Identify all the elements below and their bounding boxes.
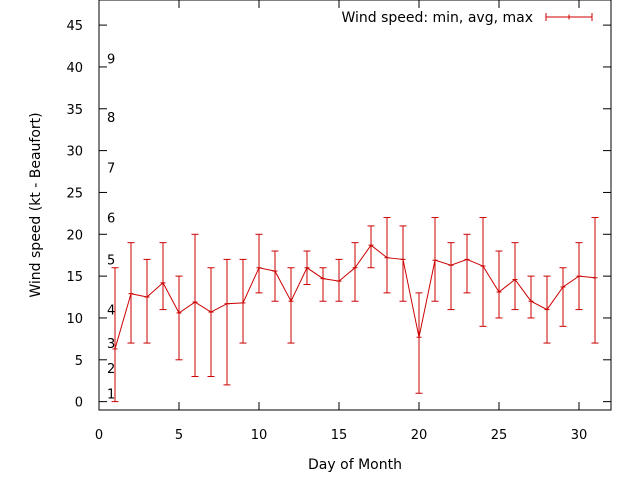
x-tick-label: 5 [175, 428, 183, 443]
series-markers [112, 242, 598, 352]
y-tick-label: 35 [66, 103, 83, 118]
x-tick-label: 0 [95, 428, 103, 443]
x-tick-label: 25 [491, 428, 508, 443]
legend: Wind speed: min, avg, max [341, 10, 593, 26]
beaufort-scale: 1 2 3 4 5 6 7 8 9 [107, 53, 115, 403]
plot-frame [98, 0, 612, 411]
x-tick-label: 15 [331, 428, 348, 443]
beaufort-label: 6 [107, 212, 115, 227]
y-tick-label: 20 [66, 228, 83, 243]
legend-label: Wind speed: min, avg, max [341, 10, 533, 26]
beaufort-label: 7 [107, 161, 115, 176]
x-tick-label: 30 [571, 428, 588, 443]
beaufort-label: 1 [107, 387, 115, 402]
beaufort-label: 3 [107, 337, 115, 352]
beaufort-label: 4 [107, 304, 115, 319]
y-tick-label: 5 [75, 354, 83, 369]
beaufort-label: 2 [107, 362, 115, 377]
error-bars [111, 217, 599, 403]
y-tick-label: 25 [66, 186, 83, 201]
beaufort-label: 5 [107, 253, 115, 268]
x-tick-label: 20 [411, 428, 428, 443]
beaufort-label: 9 [107, 53, 115, 68]
y-axis-label: Wind speed (kt - Beaufort) [28, 112, 44, 297]
legend-sample [545, 13, 593, 21]
x-axis-label: Day of Month [308, 457, 402, 473]
y-tick-label: 15 [66, 270, 83, 285]
y-tick-label: 10 [66, 312, 83, 327]
x-tick-label: 10 [251, 428, 268, 443]
y-tick-label: 0 [75, 396, 83, 411]
y-tick-label: 30 [66, 145, 83, 160]
beaufort-label: 8 [107, 111, 115, 126]
y-tick-label: 45 [66, 19, 83, 34]
y-tick-label: 40 [66, 61, 83, 76]
